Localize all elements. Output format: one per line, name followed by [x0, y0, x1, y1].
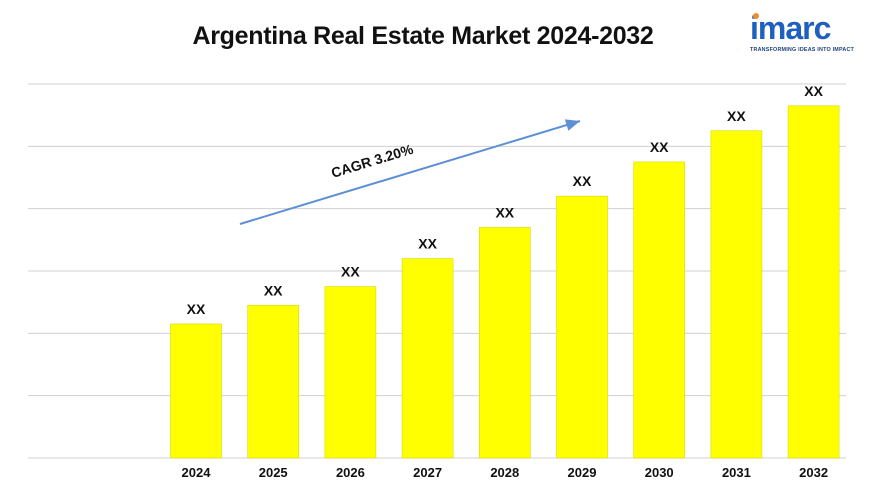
x-axis-ticks: 2024 2025 2026 2027 2028 2029 2030 2031 2032 [182, 465, 829, 480]
bars [170, 105, 840, 459]
x-tick-2029: 2029 [568, 465, 597, 480]
imarc-logo: imarc TRANSFORMING IDEAS INTO IMPACT [750, 10, 854, 58]
x-tick-2028: 2028 [490, 465, 519, 480]
value-label-2024: XX [187, 301, 206, 317]
x-tick-2032: 2032 [799, 465, 828, 480]
x-tick-2024: 2024 [182, 465, 212, 480]
x-tick-2030: 2030 [645, 465, 674, 480]
value-label-2026: XX [341, 264, 360, 280]
bar-2024 [170, 323, 222, 459]
x-tick-2025: 2025 [259, 465, 288, 480]
bar-2031 [710, 130, 763, 459]
bar-2027 [401, 258, 454, 459]
bar-2028 [478, 227, 531, 459]
bar-2026 [324, 286, 377, 459]
chart-title: Argentina Real Estate Market 2024-2032 [192, 22, 654, 50]
logo-tagline: TRANSFORMING IDEAS INTO IMPACT [750, 47, 855, 53]
x-tick-2031: 2031 [722, 465, 751, 480]
logo-dot-icon [753, 13, 759, 19]
bar-2032 [787, 105, 840, 459]
value-labels: XX XX XX XX XX XX XX XX XX [187, 83, 824, 317]
x-tick-2027: 2027 [413, 465, 442, 480]
value-label-2027: XX [418, 236, 437, 252]
x-tick-2026: 2026 [336, 465, 365, 480]
bar-2030 [633, 161, 686, 459]
value-label-2025: XX [264, 282, 283, 298]
value-label-2029: XX [573, 173, 592, 189]
bar-2029 [556, 195, 608, 459]
value-label-2028: XX [495, 204, 514, 220]
logo-wordmark: imarc [750, 10, 831, 46]
value-label-2030: XX [650, 139, 669, 155]
value-label-2032: XX [804, 83, 823, 99]
cagr-arrow [239, 119, 581, 225]
bar-2025 [247, 304, 299, 459]
value-label-2031: XX [727, 108, 746, 124]
